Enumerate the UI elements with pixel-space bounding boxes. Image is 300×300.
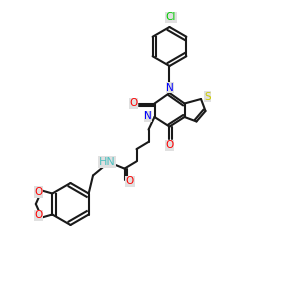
Text: N: N [166,82,174,93]
Text: N: N [144,111,152,122]
Text: O: O [126,176,134,187]
Text: O: O [34,210,42,220]
Text: HN: HN [98,157,115,167]
Text: S: S [204,92,211,102]
Text: O: O [34,187,42,197]
Text: Cl: Cl [166,12,176,22]
Text: O: O [165,140,174,150]
Text: O: O [129,98,138,109]
